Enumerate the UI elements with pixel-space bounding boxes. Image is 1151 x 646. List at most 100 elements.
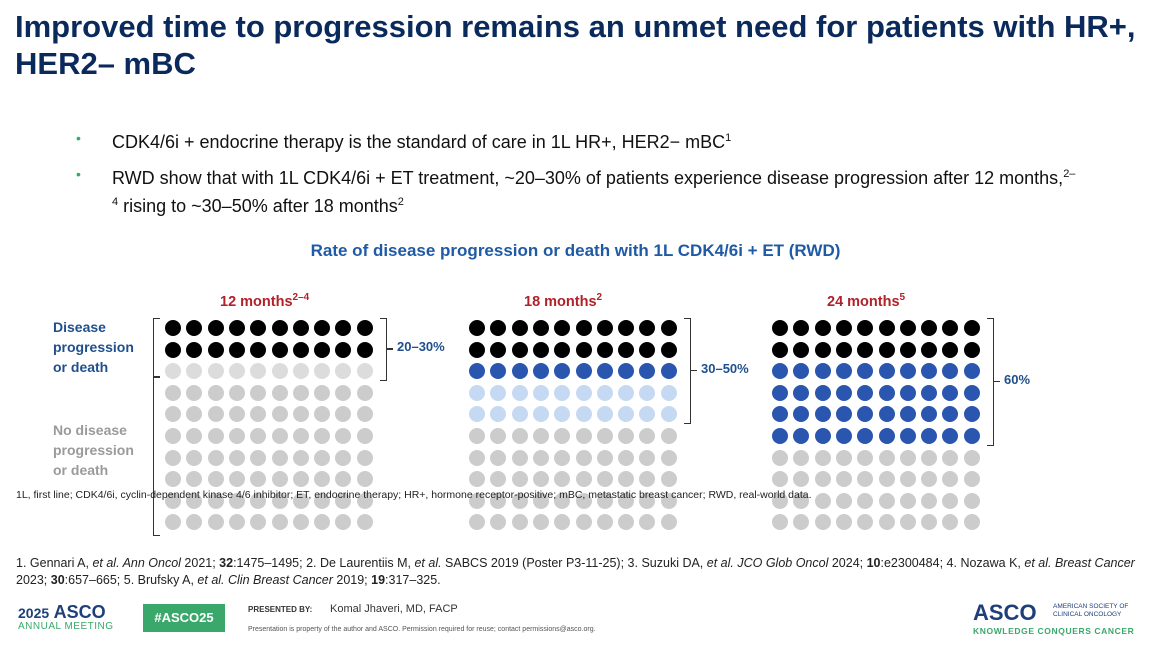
period-label-ref: 2–4 — [292, 292, 310, 303]
matrix-dot — [878, 320, 895, 336]
matrix-dot — [228, 363, 245, 380]
matrix-dot — [532, 449, 549, 466]
bullet-text: RWD show that with 1L CDK4/6i + ET treat… — [112, 168, 1064, 188]
matrix-dot — [618, 492, 635, 509]
period-label: 18 months2 — [524, 292, 602, 310]
period-label-ref: 5 — [899, 292, 906, 303]
matrix-dot — [660, 428, 677, 444]
presented-by-label: PRESENTED BY: — [248, 605, 313, 614]
matrix-dot — [511, 428, 528, 444]
matrix-dot — [490, 514, 507, 531]
matrix-dot — [186, 320, 203, 336]
matrix-dot — [554, 406, 571, 423]
matrix-dot — [660, 363, 677, 380]
matrix-dot — [921, 406, 938, 423]
matrix-dot — [165, 514, 181, 531]
matrix-dot — [356, 428, 373, 444]
matrix-dot — [660, 320, 677, 336]
matrix-dot — [469, 406, 485, 423]
matrix-dot — [207, 384, 224, 401]
matrix-dot — [186, 406, 203, 423]
matrix-dot — [271, 514, 288, 531]
matrix-dot — [814, 428, 831, 444]
bracket-tick — [691, 370, 697, 372]
matrix-dot — [814, 471, 831, 488]
matrix-dot — [878, 428, 895, 444]
matrix-dot — [292, 449, 309, 466]
matrix-dot — [490, 320, 507, 336]
matrix-dot — [554, 341, 571, 358]
bullet-list: • CDK4/6i + endocrine therapy is the sta… — [76, 126, 1076, 226]
matrix-dot — [878, 514, 895, 531]
meeting-name: ASCO — [53, 602, 106, 622]
matrix-dot — [618, 341, 635, 358]
matrix-dot — [793, 363, 810, 380]
matrix-dot — [942, 492, 959, 509]
matrix-dot — [469, 514, 485, 531]
matrix-dot — [511, 341, 528, 358]
matrix-dot — [942, 514, 959, 531]
matrix-dot — [250, 471, 267, 488]
matrix-dot — [618, 363, 635, 380]
matrix-dot — [469, 341, 485, 358]
matrix-dot — [469, 363, 485, 380]
matrix-dot — [228, 384, 245, 401]
matrix-dot — [314, 449, 331, 466]
matrix-dot — [857, 471, 874, 488]
matrix-dot — [314, 384, 331, 401]
matrix-dot — [639, 406, 656, 423]
matrix-dot — [835, 406, 852, 423]
matrix-dot — [490, 492, 507, 509]
matrix-dot — [165, 363, 181, 380]
matrix-dot — [618, 471, 635, 488]
matrix-dot — [963, 449, 980, 466]
matrix-dot — [532, 471, 549, 488]
matrix-dot — [511, 471, 528, 488]
matrix-dot — [511, 384, 528, 401]
matrix-dot — [554, 320, 571, 336]
matrix-dot — [490, 471, 507, 488]
matrix-dot — [660, 449, 677, 466]
matrix-dot — [207, 428, 224, 444]
reference-n: 1. — [16, 556, 30, 570]
matrix-dot — [772, 492, 788, 509]
matrix-dot — [793, 341, 810, 358]
matrix-dot — [271, 428, 288, 444]
matrix-dot — [942, 320, 959, 336]
matrix-dot — [596, 341, 613, 358]
matrix-dot — [554, 449, 571, 466]
matrix-dot — [921, 341, 938, 358]
matrix-dot — [554, 384, 571, 401]
matrix-dot — [814, 341, 831, 358]
matrix-dot — [857, 406, 874, 423]
matrix-dot — [857, 514, 874, 531]
matrix-dot — [207, 341, 224, 358]
matrix-dot — [207, 363, 224, 380]
matrix-dot — [772, 471, 788, 488]
chart-title: Rate of disease progression or death wit… — [310, 241, 841, 260]
matrix-dot — [921, 363, 938, 380]
matrix-dot — [857, 384, 874, 401]
matrix-dot — [575, 406, 592, 423]
reference-etal: et al. — [414, 556, 446, 570]
matrix-dot — [596, 471, 613, 488]
matrix-dot — [165, 406, 181, 423]
matrix-dot — [292, 492, 309, 509]
matrix-dot — [186, 514, 203, 531]
matrix-dot — [469, 492, 485, 509]
matrix-dot — [554, 471, 571, 488]
reference-author: Nozawa K, — [960, 556, 1025, 570]
matrix-dot — [292, 320, 309, 336]
matrix-dot — [921, 320, 938, 336]
matrix-dot — [618, 514, 635, 531]
matrix-dot — [314, 471, 331, 488]
matrix-dot — [469, 449, 485, 466]
matrix-dot — [250, 514, 267, 531]
reference-etal: et al. — [197, 573, 228, 587]
matrix-dot — [469, 471, 485, 488]
bullet-ref: 2–4 — [112, 168, 1076, 208]
matrix-dot — [165, 341, 181, 358]
matrix-dot — [857, 428, 874, 444]
reference-journal: JCO Glob Oncol — [737, 556, 829, 570]
bullet-ref: 1 — [725, 132, 732, 144]
